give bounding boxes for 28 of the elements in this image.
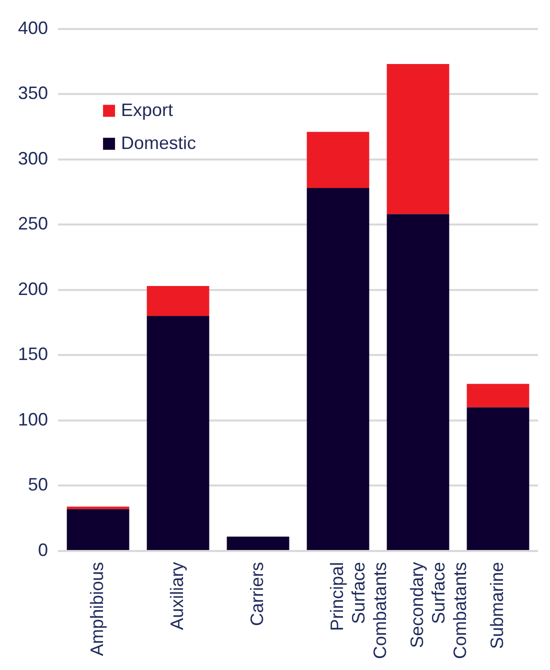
y-tick-label: 100 <box>18 409 48 430</box>
legend-label: Domestic <box>121 132 196 153</box>
y-tick-label: 200 <box>18 278 48 299</box>
bar <box>386 64 450 214</box>
bar <box>386 214 450 550</box>
x-tick-label: Secondary Surface Combatants <box>406 562 470 660</box>
y-tick-label: 300 <box>18 148 48 168</box>
x-tick-label: Submarine <box>486 562 507 649</box>
bar <box>66 509 130 550</box>
x-tick-label: Amphibious <box>87 562 107 656</box>
y-tick-label: 150 <box>18 344 48 364</box>
y-tick-label: 250 <box>18 214 48 234</box>
bar <box>66 506 130 510</box>
legend-label: Export <box>121 100 174 120</box>
bar <box>466 384 530 408</box>
y-tick-label: 50 <box>28 474 48 495</box>
bar <box>146 316 210 550</box>
x-tick-label: Auxiliary <box>166 562 187 630</box>
x-tick-label: Principal Surface Combatants <box>326 562 390 660</box>
bar <box>306 188 370 550</box>
bar <box>306 132 370 188</box>
bar <box>146 286 210 316</box>
bar <box>226 536 290 550</box>
y-tick-label: 350 <box>18 83 48 104</box>
bar <box>466 407 530 550</box>
x-tick-label: Carriers <box>246 562 267 626</box>
y-tick-label: 400 <box>18 18 48 38</box>
y-tick-label: 0 <box>38 540 48 560</box>
